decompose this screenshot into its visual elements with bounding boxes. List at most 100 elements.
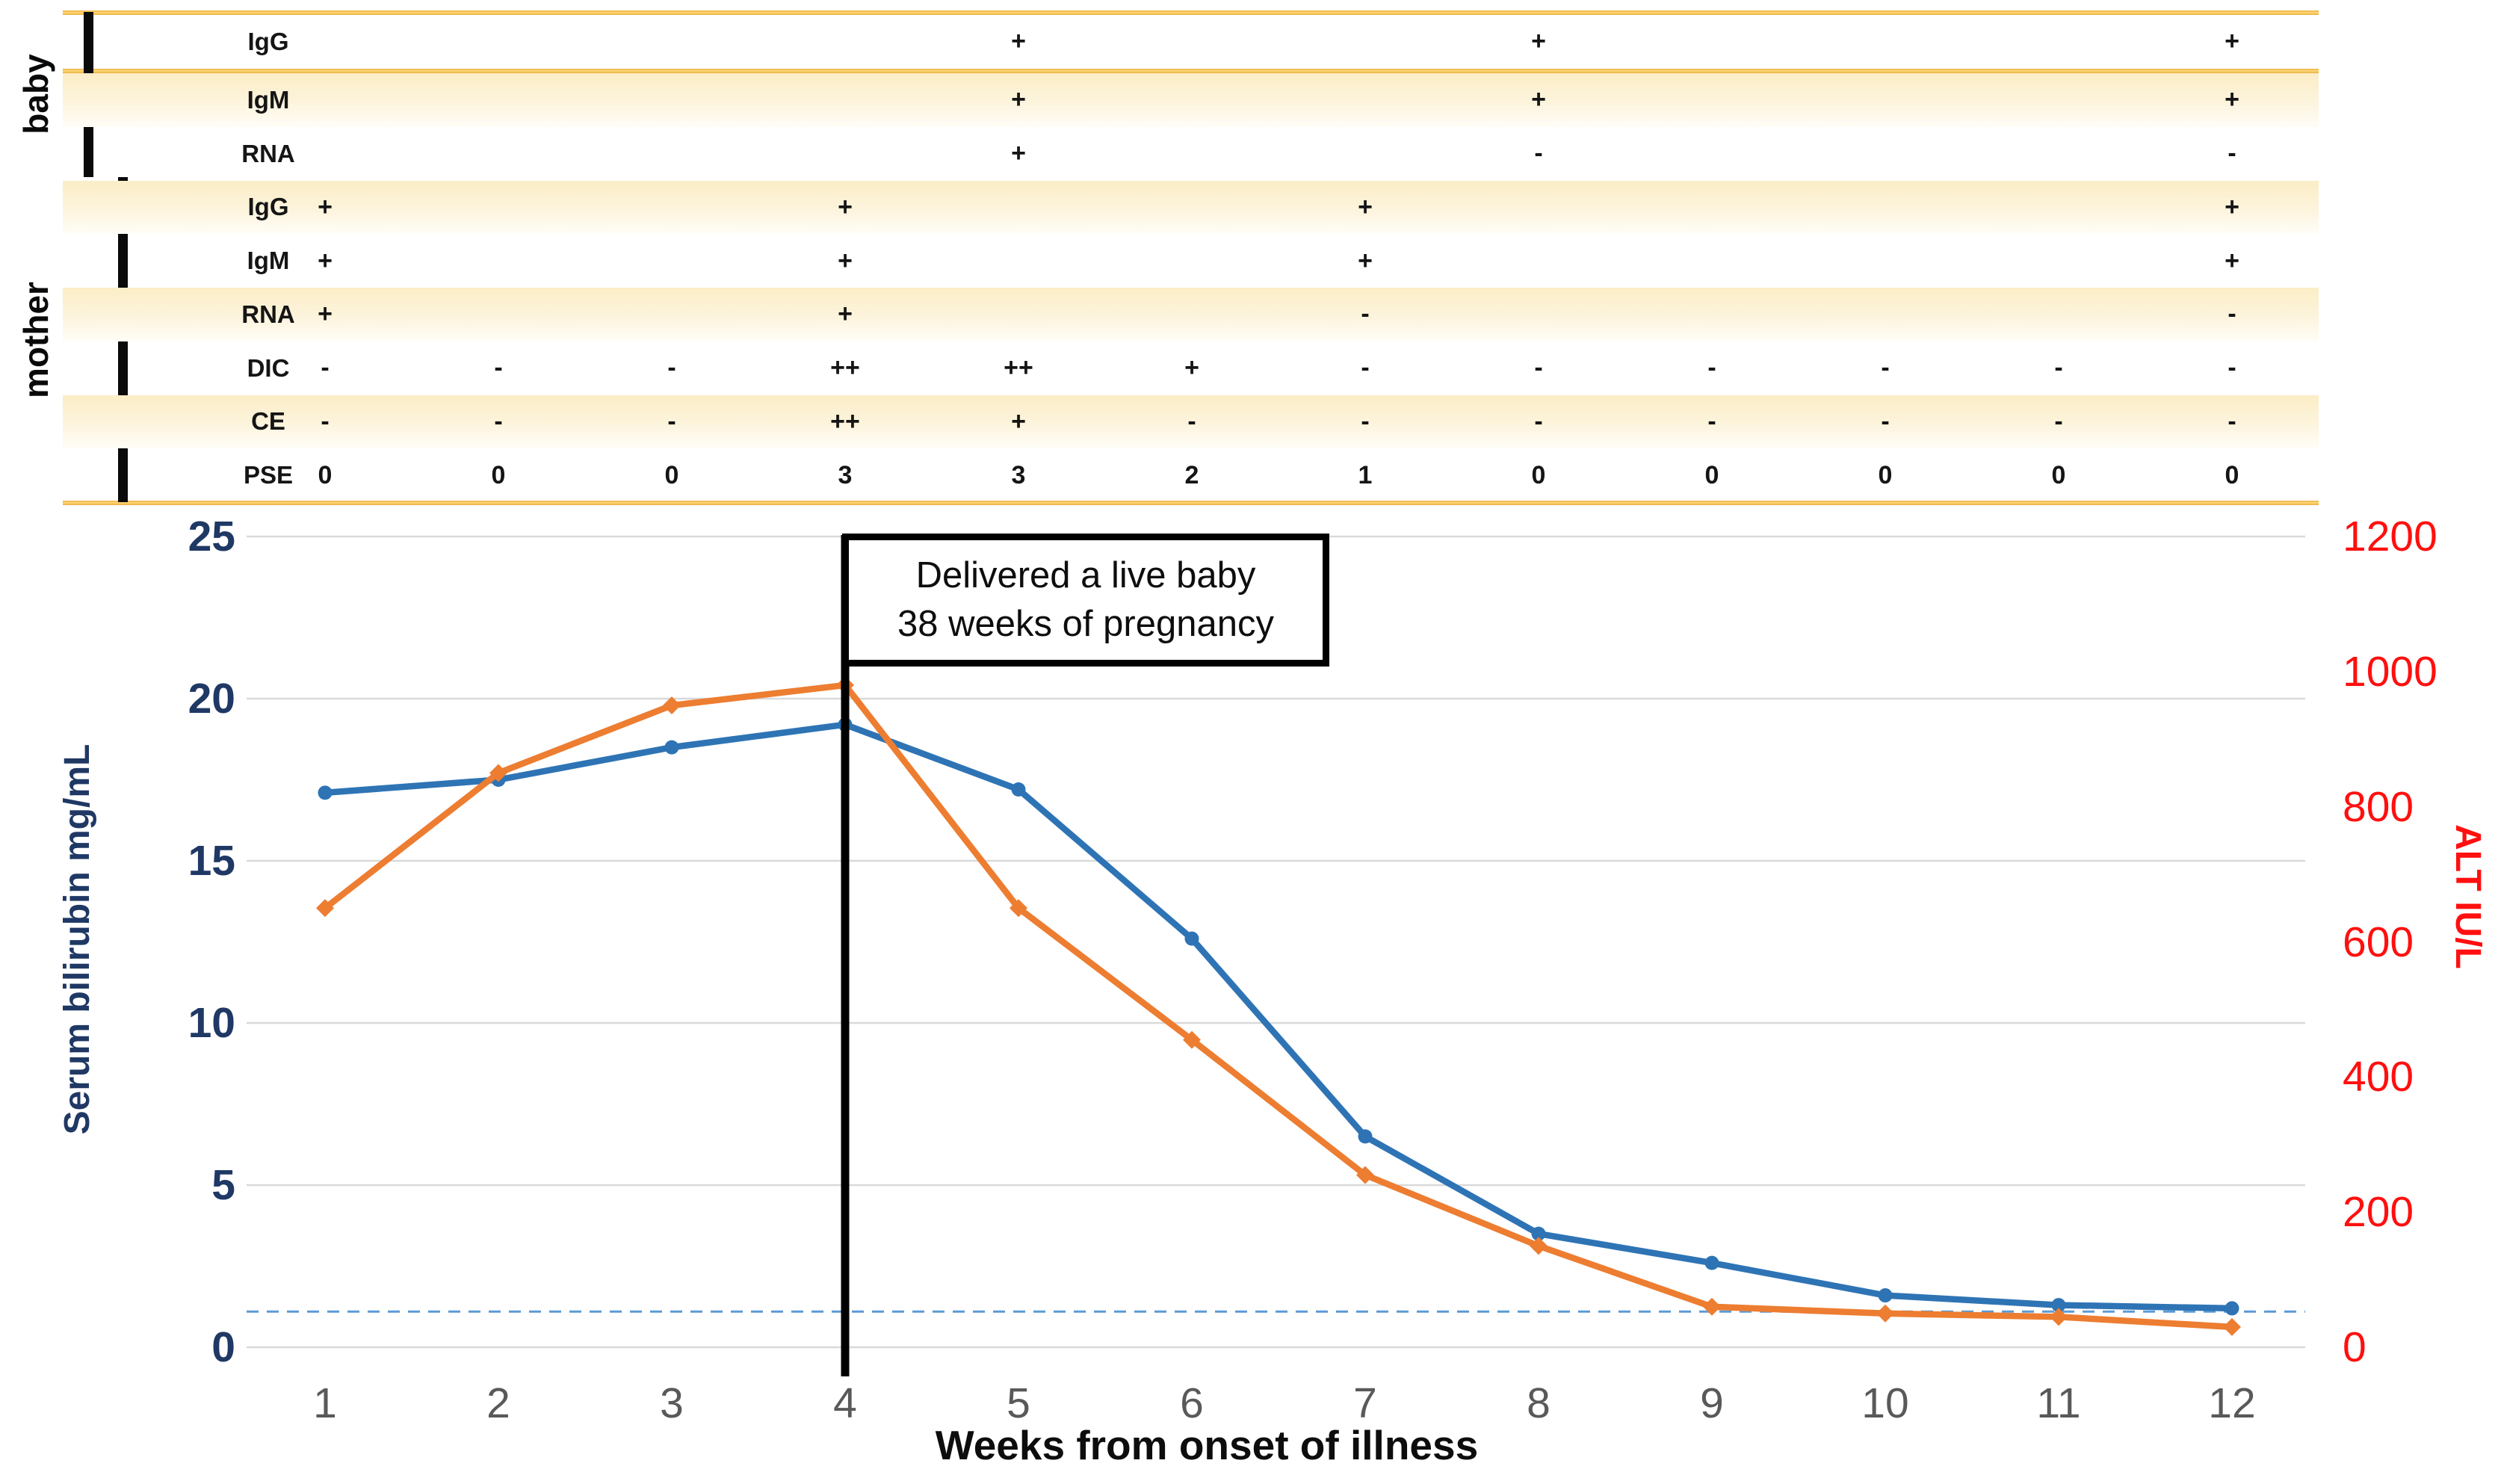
table-cell: + bbox=[1011, 27, 1026, 55]
y-axis-tick-left: 10 bbox=[188, 999, 235, 1047]
table-cell: - bbox=[1707, 353, 1716, 383]
right-axis-title: ALT IU/L bbox=[2448, 824, 2488, 969]
table-cell: - bbox=[1361, 300, 1370, 329]
table-cell: - bbox=[1881, 353, 1890, 383]
table-cell: - bbox=[2228, 300, 2236, 329]
y-axis-tick-right: 400 bbox=[2343, 1053, 2414, 1101]
row-label: CE bbox=[251, 407, 285, 436]
table-cell: - bbox=[2054, 353, 2063, 383]
data-point bbox=[1531, 1226, 1546, 1241]
table-cell: + bbox=[838, 300, 853, 329]
row-label: PSE bbox=[243, 461, 294, 489]
table-row: CE - - - ++ + - - - - - - - bbox=[63, 395, 2319, 449]
table-row: IgG + + + bbox=[63, 14, 2319, 69]
delivery-annotation-box: Delivered a live baby 38 weeks of pregna… bbox=[842, 534, 1329, 667]
table-cell: - bbox=[494, 353, 503, 383]
table-cell: + bbox=[1184, 353, 1199, 383]
table-cell: - bbox=[321, 353, 330, 383]
data-point bbox=[1703, 1297, 1721, 1316]
table-cell: - bbox=[321, 406, 330, 436]
table-cell: + bbox=[2225, 27, 2239, 55]
x-axis-tick: 10 bbox=[1861, 1379, 1909, 1427]
data-point bbox=[663, 696, 681, 715]
data-point bbox=[2223, 1317, 2241, 1336]
table-cell: + bbox=[1011, 139, 1026, 168]
table-cell: + bbox=[318, 192, 333, 221]
x-axis-tick: 8 bbox=[1527, 1379, 1551, 1427]
data-point bbox=[1704, 1255, 1719, 1270]
y-axis-tick-left: 5 bbox=[211, 1161, 235, 1209]
table-cell: - bbox=[2228, 353, 2236, 383]
data-point bbox=[1183, 1030, 1201, 1049]
x-axis-tick: 6 bbox=[1180, 1379, 1204, 1427]
data-point bbox=[1184, 931, 1199, 946]
data-point bbox=[1876, 1304, 1894, 1323]
y-axis-tick-left: 15 bbox=[188, 837, 235, 885]
table-cell: - bbox=[1707, 406, 1716, 436]
row-label: IgG bbox=[247, 27, 289, 55]
data-point bbox=[2225, 1301, 2239, 1316]
table-row: RNA + + - - bbox=[63, 288, 2319, 341]
data-point bbox=[1358, 1129, 1373, 1144]
table-cell: 0 bbox=[1878, 460, 1893, 489]
table-cell: 0 bbox=[1704, 460, 1719, 489]
table-cell: + bbox=[838, 192, 853, 221]
table-cell: + bbox=[2225, 85, 2239, 114]
delivery-annotation-line1: Delivered a live baby bbox=[915, 555, 1256, 596]
data-point bbox=[2051, 1298, 2066, 1313]
row-label: RNA bbox=[241, 300, 295, 328]
x-axis-tick: 2 bbox=[486, 1379, 510, 1427]
table-cell: 0 bbox=[2051, 460, 2066, 489]
data-point bbox=[316, 899, 334, 918]
row-label: IgM bbox=[247, 247, 290, 275]
data-point bbox=[1011, 782, 1026, 797]
table-cell: 0 bbox=[2225, 460, 2239, 489]
table-border-top bbox=[63, 10, 2319, 15]
table-row: DIC - - - ++ ++ + - - - - - - bbox=[63, 341, 2319, 395]
data-point bbox=[1878, 1288, 1893, 1303]
table-cell: + bbox=[1358, 192, 1373, 221]
table-cell: + bbox=[1011, 406, 1026, 436]
table-cell: + bbox=[318, 300, 333, 329]
data-point bbox=[1356, 1166, 1374, 1184]
table-cell: - bbox=[2228, 406, 2236, 436]
table-cell: + bbox=[2225, 192, 2239, 221]
x-axis-tick: 5 bbox=[1007, 1379, 1030, 1427]
x-axis-tick: 1 bbox=[313, 1379, 337, 1427]
table-cell: - bbox=[1361, 353, 1370, 383]
x-axis-tick: 3 bbox=[660, 1379, 684, 1427]
table-cell: 0 bbox=[491, 460, 506, 489]
table-cell: - bbox=[1187, 406, 1196, 436]
table-cell: + bbox=[1531, 85, 1546, 114]
table-cell: 0 bbox=[1531, 460, 1546, 489]
data-point bbox=[2050, 1308, 2068, 1326]
table-cell: ++ bbox=[830, 406, 860, 436]
plot-area bbox=[247, 535, 2305, 1376]
table-border-bottom bbox=[63, 501, 2319, 505]
y-axis-tick-left: 25 bbox=[188, 513, 235, 560]
row-label: DIC bbox=[247, 353, 290, 382]
x-axis-tick: 12 bbox=[2208, 1379, 2256, 1427]
table-cell: - bbox=[1881, 406, 1890, 436]
table-cell: - bbox=[1534, 353, 1543, 383]
series-line-serum-bilirubin bbox=[321, 721, 2236, 1312]
y-axis-tick-right: 1200 bbox=[2343, 513, 2437, 560]
y-axis-tick-right: 1000 bbox=[2343, 647, 2437, 696]
table-cell: + bbox=[1011, 85, 1026, 114]
y-axis-tick-left: 0 bbox=[211, 1323, 235, 1371]
table-cell: 3 bbox=[838, 460, 853, 489]
data-point bbox=[1010, 899, 1027, 918]
table-border-baby-divider bbox=[63, 69, 2319, 73]
series-line-alt bbox=[321, 681, 2236, 1331]
table-cell: + bbox=[1358, 246, 1373, 275]
x-axis-tick: 4 bbox=[833, 1379, 857, 1427]
table-cell: 0 bbox=[664, 460, 679, 489]
x-axis-tick: 9 bbox=[1700, 1379, 1724, 1427]
table-row: IgG + + + + bbox=[63, 180, 2319, 235]
table-cell: 2 bbox=[1184, 460, 1199, 489]
table-cell: - bbox=[1361, 406, 1370, 436]
table-cell: - bbox=[1534, 139, 1543, 168]
table-row: RNA + - - bbox=[63, 127, 2319, 181]
table-row: IgM + + + bbox=[63, 73, 2319, 127]
